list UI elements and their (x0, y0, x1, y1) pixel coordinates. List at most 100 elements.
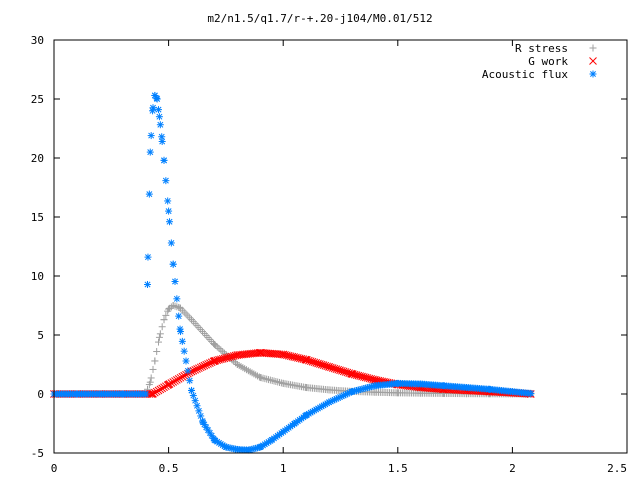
legend-marker (589, 57, 597, 65)
legend-label: R stress (515, 42, 568, 55)
data-point (215, 344, 223, 352)
data-point (167, 239, 175, 247)
y-tick-label: -5 (31, 447, 44, 460)
data-point (151, 357, 159, 365)
data-point (162, 177, 170, 185)
data-point (162, 311, 170, 319)
data-point (195, 407, 203, 415)
data-point (155, 338, 163, 346)
data-point (161, 382, 170, 391)
x-tick-label: 2.5 (607, 462, 627, 475)
data-point (167, 379, 176, 387)
legend-label: Acoustic flux (482, 68, 568, 81)
data-point (149, 104, 157, 112)
data-point (186, 314, 194, 322)
data-point (178, 337, 186, 345)
data-point (197, 412, 205, 420)
data-point (174, 374, 183, 383)
x-tick-label: 2 (509, 462, 516, 475)
y-tick-label: 20 (31, 152, 44, 165)
series-acoustic-flux (50, 91, 535, 454)
data-point (160, 316, 168, 324)
data-point (171, 377, 179, 385)
y-tick-label: 10 (31, 270, 44, 283)
data-point (169, 378, 178, 386)
data-point (182, 357, 190, 365)
data-point (155, 113, 163, 121)
data-point (146, 148, 154, 156)
y-tick-label: 15 (31, 211, 44, 224)
data-point (164, 197, 172, 205)
data-point (193, 402, 201, 410)
data-point (158, 323, 166, 331)
data-point (144, 280, 152, 288)
data-point (527, 389, 535, 397)
data-point (184, 367, 192, 375)
data-point (175, 312, 183, 320)
data-point (172, 376, 181, 384)
x-tick-label: 1.5 (388, 462, 408, 475)
data-point (188, 386, 196, 394)
legend-markers (589, 44, 597, 78)
data-point (189, 392, 197, 400)
data-point (145, 381, 153, 389)
series-r-stress (50, 302, 535, 398)
legend-label: G work (528, 55, 568, 68)
data-point (186, 377, 194, 385)
data-point (177, 328, 185, 336)
y-tick-label: 0 (37, 388, 44, 401)
data-point (156, 121, 164, 129)
legend-marker (589, 44, 597, 52)
data-point (166, 218, 174, 226)
data-point (160, 156, 168, 164)
y-tick-label: 25 (31, 93, 44, 106)
data-point (158, 133, 166, 141)
data-point (153, 94, 161, 102)
x-axis: 0 0.5 1 1.5 2 2.5 (51, 462, 627, 475)
data-point (152, 387, 161, 396)
data-point (150, 388, 159, 397)
y-axis: -5 0 5 10 15 20 25 30 (31, 34, 44, 460)
chart-title: m2/n1.5/q1.7/r-+.20-j104/M0.01/512 (207, 12, 432, 25)
legend: R stress G work Acoustic flux (482, 42, 597, 81)
data-point (155, 106, 163, 114)
data-point (184, 312, 192, 320)
legend-marker (589, 70, 597, 78)
data-point (155, 333, 163, 341)
data-point (147, 374, 155, 382)
data-point (211, 341, 219, 349)
data-point (154, 386, 163, 395)
data-point (163, 381, 172, 389)
data-point (173, 303, 181, 311)
plot-frame (53, 39, 628, 454)
data-point (180, 347, 188, 355)
x-tick-label: 1 (280, 462, 287, 475)
data-point (158, 137, 166, 145)
data-point (182, 310, 190, 318)
y-tick-label: 5 (37, 329, 44, 342)
data-point (169, 260, 177, 268)
data-point (199, 417, 207, 425)
x-tick-label: 0.5 (159, 462, 179, 475)
data-point (173, 295, 181, 303)
plot-series (50, 91, 535, 454)
data-point (160, 383, 168, 392)
data-point (156, 330, 164, 338)
data-point (180, 371, 189, 380)
data-point (178, 372, 187, 381)
data-point (147, 132, 155, 140)
data-point (180, 308, 188, 316)
data-point (165, 380, 174, 388)
data-point (165, 207, 173, 215)
data-point (253, 349, 262, 357)
data-point (153, 348, 161, 356)
data-point (142, 390, 150, 398)
data-point (158, 384, 167, 393)
x-tick-label: 0 (51, 462, 58, 475)
series-g-work (50, 348, 535, 398)
data-point (144, 253, 152, 261)
data-point (149, 389, 157, 398)
y-tick-label: 30 (31, 34, 44, 47)
data-point (176, 373, 185, 382)
